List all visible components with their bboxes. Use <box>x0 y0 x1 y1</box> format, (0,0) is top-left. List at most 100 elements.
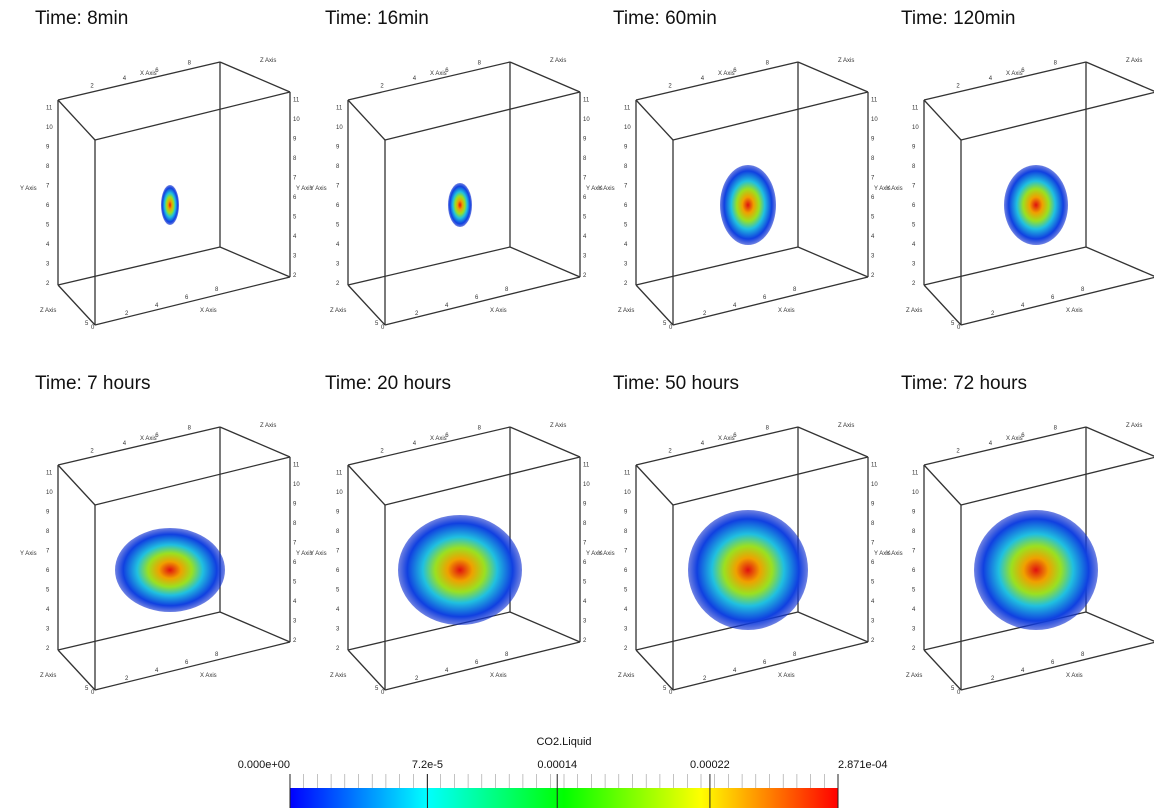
co2-plume <box>688 510 808 630</box>
panel-title: Time: 20 hours <box>325 373 451 394</box>
x-axis-label: X Axis <box>140 71 157 77</box>
y-tick-label: 10 <box>624 490 631 496</box>
y-tick-label: 5 <box>912 223 916 229</box>
box-edge <box>924 285 961 325</box>
y-tick-label: 6 <box>46 568 50 574</box>
z-axis-label: Z Axis <box>838 58 854 64</box>
x-tick-label: 6 <box>1051 660 1055 666</box>
y-tick-label: 5 <box>293 215 297 221</box>
y-tick-label: 3 <box>583 254 587 260</box>
colorbar-title: CO2.Liquid <box>536 736 591 748</box>
box-edge <box>924 100 961 140</box>
x-tick-label: 6 <box>185 295 189 301</box>
z-axis-label: Z Axis <box>550 58 566 64</box>
y-tick-label: 9 <box>336 145 340 151</box>
y-tick-label: 5 <box>871 215 875 221</box>
box-edge <box>510 427 580 457</box>
x-tick-label: 6 <box>475 295 479 301</box>
panel: Time: 8min224466882233445566778899101011… <box>20 8 313 331</box>
x-tick-label: 8 <box>215 652 219 658</box>
y-tick-label: 6 <box>336 568 340 574</box>
y-tick-label: 7 <box>46 549 50 555</box>
y-tick-label: 3 <box>336 627 340 633</box>
box-edge <box>58 247 220 285</box>
z-tick-label: 0 <box>91 325 95 331</box>
y-tick-label: 10 <box>583 117 590 123</box>
y-tick-label: 5 <box>583 580 587 586</box>
x-tick-label: 2 <box>668 83 672 89</box>
z-axis-label: Z Axis <box>1126 423 1142 429</box>
y-tick-label: 7 <box>336 549 340 555</box>
x-tick-label: 8 <box>1081 652 1085 658</box>
y-tick-label: 4 <box>293 234 297 240</box>
y-tick-label: 10 <box>293 482 300 488</box>
box-edge <box>961 92 1154 140</box>
y-tick-label: 11 <box>336 471 343 477</box>
x-tick-label: 8 <box>215 287 219 293</box>
z-tick-label: 5 <box>663 321 667 327</box>
box-edge <box>95 277 290 325</box>
y-tick-label: 5 <box>871 580 875 586</box>
box-edge <box>636 62 798 100</box>
y-tick-label: 6 <box>912 568 916 574</box>
z-tick-label: 0 <box>957 690 961 696</box>
z-axis-label: Z Axis <box>618 673 634 679</box>
y-tick-label: 10 <box>46 490 53 496</box>
box-edge <box>385 457 580 505</box>
x-tick-label: 2 <box>125 676 129 682</box>
box-edge <box>510 612 580 642</box>
y-tick-label: 11 <box>293 463 300 469</box>
y-tick-label: 6 <box>293 560 297 566</box>
y-tick-label: 10 <box>912 125 919 131</box>
box-edge <box>348 650 385 690</box>
z-axis-label: Z Axis <box>260 423 276 429</box>
box-edge <box>961 642 1154 690</box>
z-tick-label: 5 <box>375 321 379 327</box>
x-tick-label: 2 <box>415 676 419 682</box>
y-tick-label: 10 <box>624 125 631 131</box>
box-edge <box>961 277 1154 325</box>
y-tick-label: 7 <box>624 184 628 190</box>
y-tick-label: 3 <box>46 262 50 268</box>
panel-title: Time: 60min <box>613 8 717 29</box>
y-tick-label: 3 <box>624 627 628 633</box>
panel: Time: 7 hours224466882233445566778899101… <box>20 373 313 696</box>
x-tick-label: 4 <box>701 76 705 82</box>
y-tick-label: 6 <box>46 203 50 209</box>
box-edge <box>348 285 385 325</box>
y-tick-label: 3 <box>871 254 875 260</box>
colorbar-tick-label: 7.2e-5 <box>412 759 443 771</box>
y-tick-label: 9 <box>583 502 587 508</box>
y-tick-label: 7 <box>336 184 340 190</box>
y-tick-label: 9 <box>912 145 916 151</box>
y-tick-label: 5 <box>293 580 297 586</box>
z-tick-label: 0 <box>91 690 95 696</box>
y-tick-label: 3 <box>871 619 875 625</box>
box-edge <box>924 62 1086 100</box>
y-tick-label: 10 <box>336 125 343 131</box>
z-axis-label: Z Axis <box>550 423 566 429</box>
y-tick-label: 6 <box>624 568 628 574</box>
panel: Time: 60min22446688223344556677889910101… <box>598 8 891 331</box>
y-tick-label: 2 <box>583 273 587 279</box>
box-edge <box>58 650 95 690</box>
y-tick-label: 9 <box>46 510 50 516</box>
box-edge <box>924 247 1086 285</box>
x-tick-label: 8 <box>505 652 509 658</box>
y-tick-label: 9 <box>871 137 875 143</box>
y-tick-label: 9 <box>624 145 628 151</box>
x-tick-label: 4 <box>701 441 705 447</box>
x-axis-label: X Axis <box>430 71 447 77</box>
y-tick-label: 5 <box>624 588 628 594</box>
y-tick-label: 8 <box>871 521 875 527</box>
x-tick-label: 2 <box>380 448 384 454</box>
y-tick-label: 8 <box>871 156 875 162</box>
y-tick-label: 6 <box>871 560 875 566</box>
box-edge <box>673 457 868 505</box>
y-tick-label: 5 <box>912 588 916 594</box>
y-tick-label: 3 <box>583 619 587 625</box>
box-edge <box>798 62 868 92</box>
x-axis-label: X Axis <box>718 436 735 442</box>
y-tick-label: 2 <box>912 646 916 652</box>
y-tick-label: 7 <box>46 184 50 190</box>
